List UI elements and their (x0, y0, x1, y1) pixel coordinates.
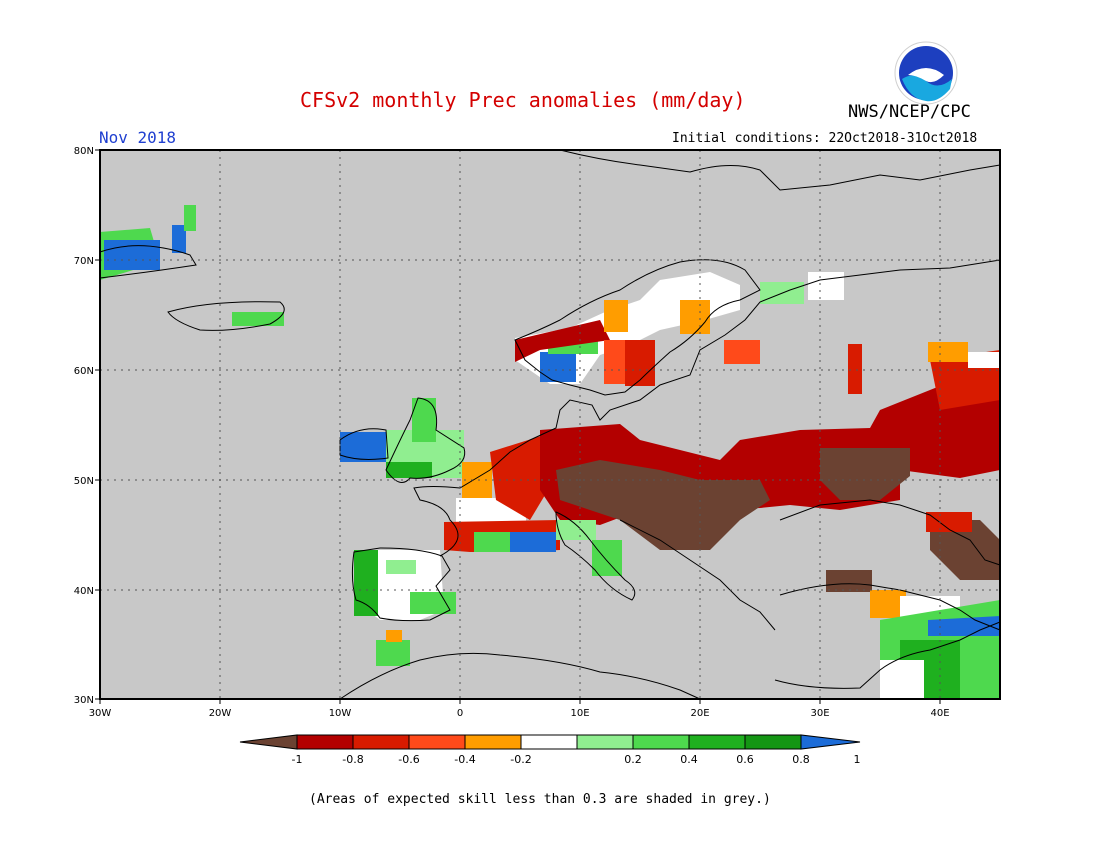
colorbar-label: 0.6 (736, 753, 754, 766)
colorbar-segment (576, 734, 634, 750)
colorbar-segment (520, 734, 578, 750)
colorbar (239, 734, 861, 750)
axis-ticks (95, 149, 941, 704)
colorbar-label: -0.8 (342, 753, 363, 766)
chart-title: CFSv2 monthly Prec anomalies (mm/day) (300, 88, 746, 112)
skill-footnote: (Areas of expected skill less than 0.3 a… (309, 792, 771, 807)
lat-label: 50N (74, 476, 94, 487)
colorbar-segment (744, 734, 802, 750)
lon-label: 10W (329, 708, 352, 719)
map-background (100, 150, 1000, 699)
gridlines (100, 150, 1000, 699)
colorbar-label: -0.2 (510, 753, 531, 766)
colorbar-label: -0.6 (398, 753, 419, 766)
colorbar-label: -1 (292, 753, 303, 766)
lat-label: 70N (74, 256, 94, 267)
latitude-labels: 80N 70N 60N 50N 40N 30N (74, 146, 94, 706)
lon-label: 20E (690, 708, 709, 719)
colorbar-label: -0.4 (454, 753, 475, 766)
colorbar-segment (688, 734, 746, 750)
map-frame (99, 149, 1001, 700)
anomaly-patches (100, 205, 1000, 699)
colorbar-label: 0.8 (792, 753, 810, 766)
lat-label: 60N (74, 366, 94, 377)
lat-label: 40N (74, 586, 94, 597)
colorbar-segment (296, 734, 354, 750)
lon-label: 0 (457, 708, 463, 719)
colorbar-label: 1 (854, 753, 861, 766)
noaa-logo-icon (894, 41, 958, 105)
colorbar-low-arrow (239, 734, 298, 750)
lon-label: 40E (930, 708, 949, 719)
colorbar-segment (408, 734, 466, 750)
lon-label: 20W (209, 708, 232, 719)
colorbar-labels: -1 -0.8 -0.6 -0.4 -0.2 0.2 0.4 0.6 0.8 1 (292, 753, 861, 766)
colorbar-label: 0.4 (680, 753, 698, 766)
lon-label: 30E (810, 708, 829, 719)
lon-label: 30W (89, 708, 112, 719)
colorbar-segment (464, 734, 522, 750)
lat-label: 80N (74, 146, 94, 157)
agency-label: NWS/NCEP/CPC (848, 102, 971, 122)
colorbar-high-arrow (800, 734, 861, 750)
initial-conditions: Initial conditions: 22Oct2018-31Oct2018 (672, 131, 978, 146)
colorbar-segment (352, 734, 410, 750)
forecast-month: Nov 2018 (99, 128, 177, 147)
lon-label: 10E (570, 708, 589, 719)
lat-label: 30N (74, 695, 94, 706)
colorbar-segment (632, 734, 690, 750)
longitude-labels: 30W 20W 10W 0 10E 20E 30E 40E (89, 708, 950, 719)
colorbar-label: 0.2 (624, 753, 642, 766)
